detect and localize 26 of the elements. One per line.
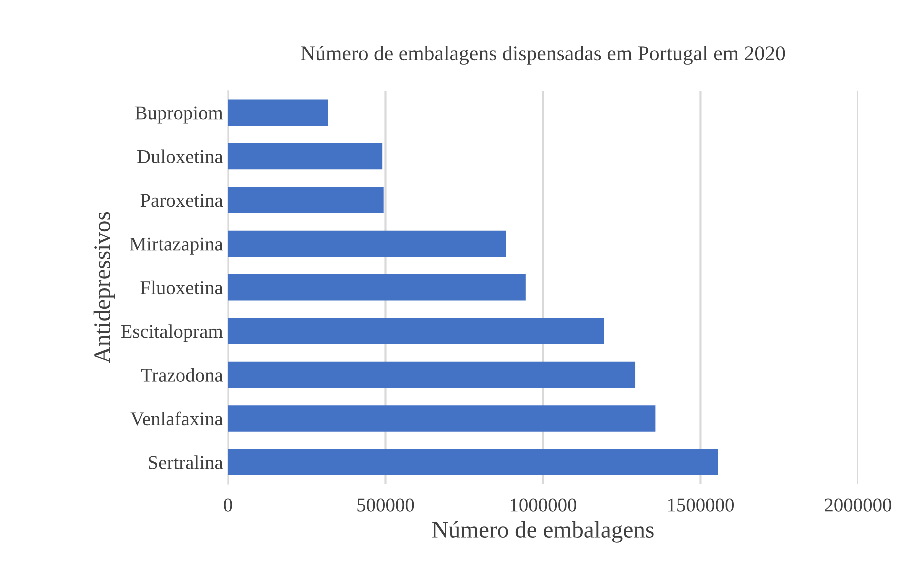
x-tick-label: 2000000 [825, 498, 892, 512]
bar [228, 187, 384, 214]
y-tick-label: Bupropiom [135, 106, 224, 124]
bar [228, 100, 328, 126]
y-tick-label: Sertralina [149, 456, 224, 470]
bar [228, 406, 656, 432]
y-tick-label: Paroxetina [140, 194, 224, 208]
y-tick-label: Mirtazapina [130, 238, 224, 255]
bar [228, 362, 636, 388]
y-tick-label: Trazodona [141, 368, 224, 382]
x-tick-label: 0 [224, 498, 232, 512]
x-tick-label: 1500000 [668, 498, 734, 512]
y-tick-label: Venlafaxina [130, 412, 224, 426]
x-tick-label: 1000000 [510, 498, 577, 512]
bar [228, 449, 718, 476]
y-tick-label: Escitalopram [121, 324, 224, 342]
y-tick-label: Fluoxetina [140, 280, 224, 295]
bar [228, 274, 526, 301]
chart-title: Número de embalagens dispensadas em Portugal em 2020 [301, 46, 786, 65]
bar [228, 143, 383, 170]
x-tick-label: 500000 [358, 498, 414, 512]
bar [228, 318, 604, 344]
bar [228, 230, 506, 258]
y-axis-title: Antidepressivos [94, 212, 116, 364]
x-axis-title: Número de embalagens [432, 521, 654, 543]
y-tick-label: Duloxetina [138, 150, 224, 164]
